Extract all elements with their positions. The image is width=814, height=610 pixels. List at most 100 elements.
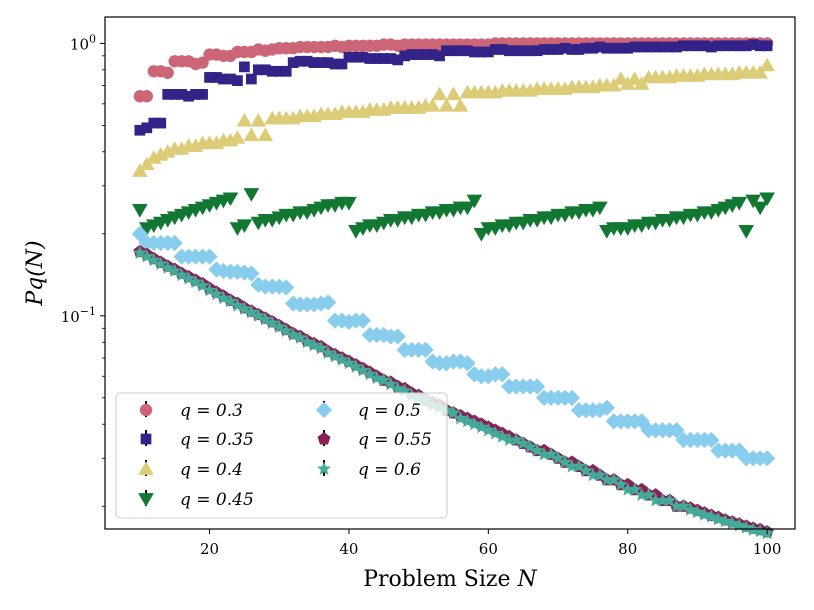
data-point [718, 513, 733, 528]
data-point [703, 431, 720, 449]
legend-box [115, 392, 448, 519]
data-point [364, 53, 376, 64]
legend-label: q = 0.55 [358, 430, 432, 450]
data-point [153, 256, 168, 271]
data-point [655, 492, 670, 507]
data-point [453, 410, 468, 425]
data-point [166, 234, 183, 252]
data-point [383, 376, 398, 391]
data-point [417, 341, 434, 358]
data-point [320, 345, 336, 360]
legend-marker [315, 401, 333, 419]
x-axis-label-text: Problem Size [363, 567, 517, 592]
data-point [566, 44, 578, 55]
data-point [481, 422, 496, 437]
data-point [434, 50, 445, 62]
data-point [371, 53, 383, 64]
data-point [246, 73, 257, 85]
data-point [319, 294, 337, 311]
y-tick-label: 10−1 [61, 305, 96, 326]
data-point [732, 517, 747, 532]
data-points [131, 37, 776, 540]
legend-item: q = 0.4 [138, 460, 243, 480]
data-point [592, 201, 608, 216]
x-axis-label-variable: N [517, 567, 538, 592]
data-point [204, 72, 215, 83]
data-point [488, 425, 503, 440]
data-point [266, 65, 278, 77]
data-point [327, 348, 343, 363]
data-point [341, 355, 357, 370]
data-point [427, 49, 438, 60]
data-point [516, 435, 531, 450]
data-point [140, 90, 153, 103]
data-point [223, 293, 238, 308]
data-point [250, 276, 267, 293]
data-point [580, 42, 592, 54]
data-point [690, 504, 705, 519]
data-point [308, 57, 320, 68]
data-point [685, 40, 696, 52]
data-point [322, 57, 334, 68]
data-point [601, 42, 613, 54]
data-point [445, 86, 462, 101]
data-point [752, 201, 768, 216]
data-point [510, 45, 522, 57]
data-point [355, 363, 370, 377]
data-point [162, 89, 174, 100]
y-axis: 100 10−1 [61, 32, 105, 507]
data-point [139, 249, 154, 263]
data-point [265, 315, 280, 330]
data-point [397, 383, 412, 397]
data-point [196, 56, 209, 69]
legend-item: q = 0.55 [317, 430, 432, 450]
data-point [272, 319, 287, 334]
data-point [587, 42, 599, 54]
data-point [413, 49, 424, 60]
data-point [134, 124, 146, 136]
x-tick-label: 80 [618, 540, 637, 558]
series-2 [134, 39, 773, 136]
data-point [538, 44, 550, 55]
data-point [626, 71, 643, 85]
data-point [438, 98, 455, 112]
data-point [557, 454, 573, 469]
data-point [466, 194, 483, 209]
data-point [216, 290, 231, 305]
data-point [392, 54, 404, 66]
data-point [243, 188, 260, 202]
data-point [399, 50, 411, 62]
data-point [563, 389, 581, 406]
data-point [236, 112, 253, 127]
data-point [243, 127, 260, 142]
data-point [237, 301, 252, 315]
data-point [467, 416, 482, 431]
data-point [529, 378, 546, 395]
data-point [622, 42, 634, 54]
data-point [550, 450, 566, 465]
data-point [573, 44, 585, 55]
data-point [531, 45, 543, 57]
data-point [671, 41, 682, 53]
data-point [455, 45, 466, 57]
data-point [585, 467, 600, 482]
data-point [385, 53, 397, 64]
data-point [452, 98, 469, 112]
legend-item: q = 0.5 [315, 401, 421, 421]
data-point [523, 439, 538, 454]
data-point [390, 381, 405, 395]
data-point [502, 432, 517, 447]
data-point [678, 40, 689, 52]
data-point [174, 267, 189, 282]
data-point [188, 274, 203, 289]
data-point [474, 419, 489, 434]
data-point [259, 64, 271, 76]
data-point [446, 405, 461, 419]
data-point [167, 263, 182, 278]
data-point [747, 39, 759, 50]
data-point [209, 286, 224, 301]
data-point [286, 327, 301, 342]
data-point [278, 279, 295, 296]
data-point [662, 492, 677, 507]
data-point [420, 49, 431, 60]
